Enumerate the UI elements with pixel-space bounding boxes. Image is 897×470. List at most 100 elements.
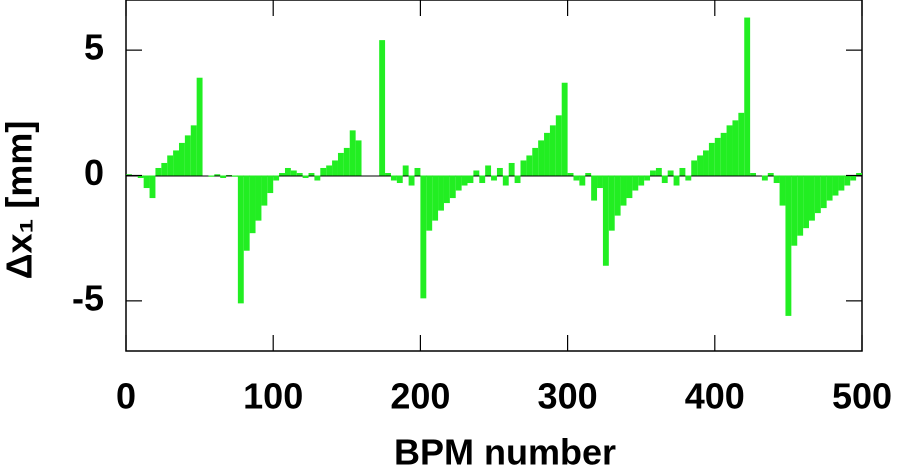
y-tick-label: -5 [72, 277, 104, 318]
bar [803, 175, 810, 229]
y-tick-label: 0 [84, 152, 104, 193]
bar [196, 77, 203, 176]
bar [850, 175, 857, 181]
bar [473, 170, 480, 176]
bar [502, 175, 509, 186]
bar [449, 175, 456, 199]
bar [632, 175, 639, 191]
bar [126, 174, 132, 176]
bar [844, 175, 851, 186]
bar [226, 174, 232, 176]
bar [703, 150, 709, 176]
bar [838, 175, 845, 191]
bar [761, 175, 768, 181]
bar [673, 175, 680, 186]
bar [820, 175, 827, 209]
bar [485, 165, 492, 176]
bar [520, 160, 527, 176]
bar [173, 150, 179, 176]
bar [137, 175, 144, 179]
bar [155, 167, 162, 176]
bar [732, 120, 739, 176]
bar [167, 155, 174, 176]
x-tick-label: 200 [390, 376, 450, 417]
bar [184, 135, 191, 176]
bar [237, 175, 244, 304]
bar [591, 175, 598, 201]
bar [832, 175, 839, 196]
bar [697, 155, 704, 176]
bar [267, 175, 274, 194]
bar [290, 170, 297, 176]
bar [479, 175, 486, 184]
bar [685, 175, 692, 181]
bar [809, 175, 815, 221]
bar [532, 147, 539, 176]
bar [679, 167, 686, 176]
bar [208, 175, 215, 177]
bar [773, 175, 780, 184]
bar [791, 175, 798, 246]
bar [514, 175, 521, 184]
bar [261, 175, 268, 206]
bar [620, 175, 627, 206]
bar [661, 175, 668, 184]
bar [214, 174, 221, 176]
bar [826, 175, 833, 201]
bar [284, 167, 291, 176]
x-axis-label: BPM number [394, 432, 616, 470]
bar [455, 175, 462, 191]
bar [314, 175, 321, 181]
y-axis-label: Δx₁ [mm] [0, 121, 40, 280]
bar [249, 175, 256, 234]
bar [779, 175, 786, 206]
bar [408, 175, 415, 186]
bar [438, 175, 444, 211]
y-tick-label: 5 [84, 27, 104, 68]
bar [178, 142, 185, 176]
bar [655, 167, 662, 176]
bar [650, 170, 656, 176]
bar [432, 175, 439, 221]
bar [597, 175, 603, 189]
bar [750, 172, 757, 176]
x-tick-label: 300 [538, 376, 598, 417]
bar [467, 175, 474, 184]
bar [308, 172, 315, 176]
bar [243, 175, 250, 251]
bar [555, 115, 562, 176]
bar [544, 132, 550, 176]
bar [161, 162, 168, 176]
bar [738, 112, 745, 176]
bar [320, 167, 327, 176]
bar [626, 175, 633, 199]
bar [767, 172, 774, 176]
bar [190, 125, 197, 176]
bar [143, 175, 150, 189]
bar [814, 175, 821, 214]
bar [273, 175, 280, 181]
bar [426, 175, 433, 231]
bar [579, 175, 586, 186]
bar [443, 175, 450, 204]
bar [785, 175, 792, 316]
bar [220, 175, 227, 179]
bar [402, 165, 409, 176]
bar [332, 160, 338, 176]
bar [708, 142, 715, 176]
x-tick-label: 0 [116, 376, 136, 417]
bar [231, 175, 238, 177]
bar [726, 125, 733, 176]
bar [744, 17, 751, 176]
bar [602, 175, 609, 266]
bar [608, 175, 615, 231]
bar [526, 155, 533, 176]
bar [714, 137, 721, 176]
bar [667, 170, 674, 176]
bar [573, 175, 580, 181]
bar [797, 175, 804, 236]
bar [491, 175, 497, 181]
bar [414, 167, 421, 176]
bar [496, 167, 503, 176]
bar [255, 175, 262, 221]
